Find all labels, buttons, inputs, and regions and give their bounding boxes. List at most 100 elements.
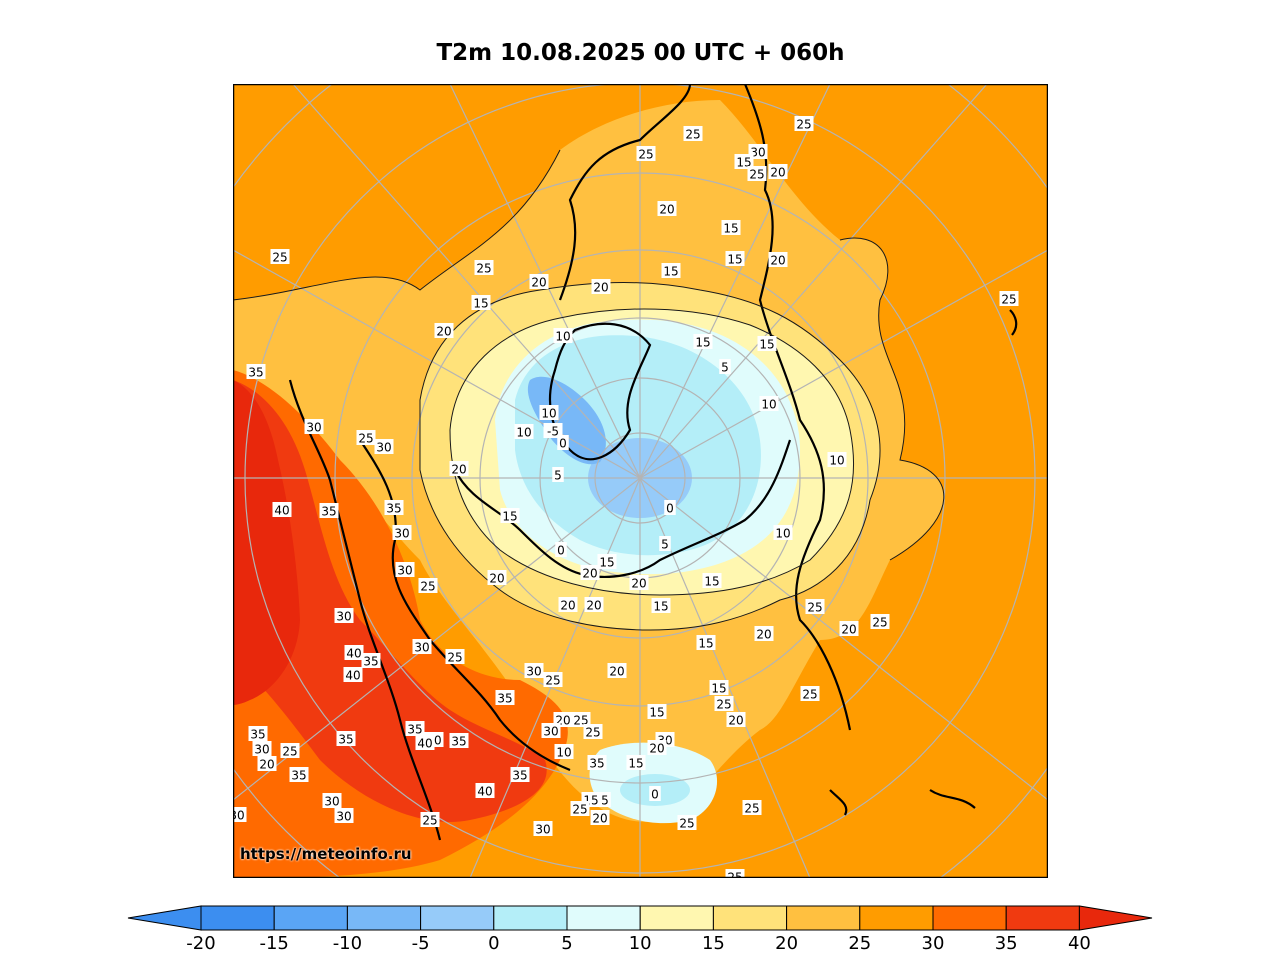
contour-label: 15 — [757, 336, 777, 352]
contour-label: 25 — [543, 672, 563, 688]
contour-label-text: 20 — [728, 714, 743, 728]
contour-label: 30 — [524, 663, 544, 679]
contour-label-text: 30 — [543, 725, 558, 739]
contour-label-text: 10 — [761, 398, 776, 412]
contour-label-text: 25 — [802, 688, 817, 702]
contour-label-text: 20 — [531, 276, 546, 290]
contour-label-text: 35 — [291, 769, 306, 783]
colorbar-segment — [932, 905, 1007, 931]
contour-label-text: 25 — [685, 128, 700, 142]
contour-label: 20 — [768, 164, 788, 180]
contour-label: 20 — [607, 663, 627, 679]
contour-label-text: 15 — [649, 706, 664, 720]
contour-label-text: 30 — [750, 146, 765, 160]
contour-label: 20 — [754, 626, 774, 642]
contour-label: 5 — [659, 536, 671, 552]
contour-label: 30 — [374, 439, 394, 455]
contour-label-text: 35 — [386, 502, 401, 516]
contour-label-text: 10 — [541, 407, 556, 421]
contour-label: 15 — [651, 598, 671, 614]
contour-label-text: 25 — [638, 148, 653, 162]
contour-label-text: 5 — [661, 538, 669, 552]
contour-label-text: 35 — [497, 692, 512, 706]
contour-label-text: 25 — [545, 674, 560, 688]
contour-label-text: 5 — [601, 794, 609, 808]
contour-label: 25 — [805, 599, 825, 615]
contour-label-text: 35 — [363, 655, 378, 669]
contour-label: 15 — [725, 251, 745, 267]
contour-label: 25 — [725, 869, 745, 879]
contour-label-text: 20 — [592, 812, 607, 826]
contour-label-text: 30 — [414, 641, 429, 655]
contour-label-text: 15 — [663, 265, 678, 279]
contour-label-text: 30 — [535, 823, 550, 837]
contour-label-text: 35 — [338, 733, 353, 747]
colorbar-tick-label: -10 — [333, 933, 362, 954]
contour-label-text: 15 — [759, 338, 774, 352]
contour-label-text: 40 — [274, 504, 289, 518]
contour-label-text: 25 — [744, 802, 759, 816]
contour-label: 5 — [719, 359, 731, 375]
colorbar-tick-label: 15 — [702, 933, 725, 954]
contour-label: 30 — [322, 793, 342, 809]
contour-label-text: 25 — [272, 251, 287, 265]
contour-label: 15 — [709, 680, 729, 696]
contour-label: -5 — [543, 423, 563, 439]
contour-label: 30 — [541, 723, 561, 739]
contour-label-text: 25 — [727, 871, 742, 879]
contour-label: 0 — [649, 786, 661, 802]
contour-label-text: 15 — [599, 556, 614, 570]
contour-label-text: 25 — [749, 168, 764, 182]
contour-label-text: 40 — [345, 669, 360, 683]
contour-label-text: 40 — [346, 647, 361, 661]
isotherms — [233, 149, 945, 631]
map-title: T2m 10.08.2025 00 UTC + 060h — [436, 40, 845, 66]
contour-label-text: 5 — [554, 469, 562, 483]
contour-label: 30 — [233, 807, 247, 823]
contour-label: 20 — [590, 810, 610, 826]
contour-label: 35 — [449, 733, 469, 749]
contour-label-text: 30 — [254, 743, 269, 757]
contour-label-text: 30 — [233, 809, 245, 823]
contour-label-text: 30 — [376, 441, 391, 455]
contour-label: 30 — [304, 419, 324, 435]
contour-label: 35 — [248, 726, 268, 742]
contour-label-text: 20 — [631, 577, 646, 591]
contour-label-text: 30 — [336, 610, 351, 624]
contour-label-text: 15 — [704, 575, 719, 589]
contour-label-text: 20 — [649, 742, 664, 756]
contour-label-text: 25 — [282, 745, 297, 759]
contour-label: 25 — [418, 578, 438, 594]
colorbar-segment — [493, 905, 568, 931]
contour-label-text: 0 — [557, 544, 565, 558]
contour-label: 30 — [334, 808, 354, 824]
contour-label-text: 10 — [555, 330, 570, 344]
contour-label: 0 — [664, 500, 676, 516]
contour-label: 35 — [510, 767, 530, 783]
contour-label: 25 — [714, 696, 734, 712]
field-band-35-40-east — [233, 380, 547, 822]
contour-label: 25 — [420, 812, 440, 828]
contour-label: 10 — [554, 744, 574, 760]
contour-label: 20 — [657, 201, 677, 217]
contour-label-text: 15 — [653, 600, 668, 614]
colorbar-segments — [127, 905, 1153, 931]
contour-label: 40 — [343, 667, 363, 683]
colorbar-over-arrow — [1078, 905, 1153, 931]
contour-label: 15 — [500, 508, 520, 524]
contour-label: 15 — [597, 554, 617, 570]
contour-label-text: 35 — [512, 769, 527, 783]
contour-label-text: 20 — [756, 628, 771, 642]
colorbar-segment — [859, 905, 934, 931]
contour-label: 15 — [696, 635, 716, 651]
contour-label-text: 25 — [1001, 293, 1016, 307]
colorbar-tick-label: -20 — [186, 933, 215, 954]
contour-label: 40 — [415, 735, 435, 751]
contour-label: 20 — [629, 575, 649, 591]
contour-label: 25 — [677, 815, 697, 831]
contour-label: 20 — [257, 756, 277, 772]
contour-label: 25 — [570, 801, 590, 817]
contour-label: 10 — [759, 396, 779, 412]
colorbar-tick-label: 10 — [629, 933, 652, 954]
